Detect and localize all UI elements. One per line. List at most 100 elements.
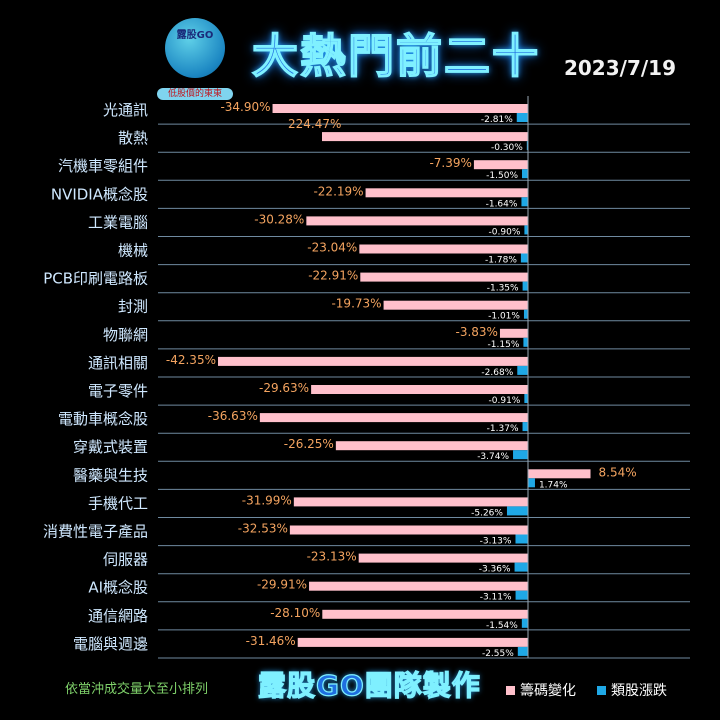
chip-change-label: -3.83%	[456, 325, 498, 339]
chip-change-bar	[358, 553, 528, 563]
sector-change-bar	[522, 422, 528, 432]
sector-change-label: -1.64%	[486, 199, 518, 209]
chip-change-bar	[272, 104, 528, 113]
category-label: 通訊相關	[88, 354, 148, 372]
chip-change-label: -36.63%	[208, 409, 258, 423]
sector-change-label: -3.11%	[480, 593, 512, 603]
chip-change-bar	[289, 525, 528, 535]
sector-change-bar	[522, 169, 528, 179]
logo-badge-icon	[165, 18, 225, 78]
category-label: AI概念股	[88, 579, 148, 597]
category-label: NVIDIA概念股	[51, 185, 148, 203]
sector-change-bar	[526, 141, 528, 151]
sector-change-bar	[515, 590, 528, 600]
sector-change-bar	[515, 534, 528, 544]
sector-change-bar	[521, 618, 528, 628]
chip-change-bar	[360, 272, 528, 282]
sector-change-label: 1.74%	[539, 480, 568, 490]
chip-change-label: -19.73%	[331, 297, 381, 311]
sector-change-label: -1.37%	[487, 424, 519, 434]
sector-change-label: -5.26%	[471, 508, 503, 518]
sector-change-bar	[528, 478, 535, 488]
chip-change-bar	[217, 356, 529, 366]
category-label: 汽機車零組件	[58, 157, 148, 175]
sector-change-label: -0.91%	[489, 396, 521, 406]
sector-change-label: -1.35%	[487, 284, 519, 294]
category-label: 電腦與週邊	[73, 635, 148, 653]
category-label: 手機代工	[88, 494, 148, 512]
chip-change-label: -28.10%	[270, 606, 320, 620]
chip-change-label: -23.13%	[307, 550, 357, 564]
category-label: 光通訊	[103, 101, 148, 119]
sector-change-bar	[524, 225, 528, 235]
category-label: 物聯網	[103, 326, 148, 344]
chip-change-bar	[306, 216, 528, 226]
sector-change-label: -2.55%	[482, 649, 514, 659]
sector-change-bar	[513, 450, 528, 460]
chip-change-bar	[311, 385, 528, 394]
category-label: 散熱	[118, 129, 148, 147]
chip-change-bar	[365, 188, 528, 198]
chip-change-label: 8.54%	[599, 465, 637, 479]
footer-brand: 露股GO團隊製作	[257, 668, 481, 702]
chip-change-label: -29.63%	[259, 381, 309, 395]
sector-change-bar	[524, 394, 528, 403]
sector-change-bar	[517, 646, 528, 656]
sector-change-bar	[523, 337, 528, 347]
sector-change-bar	[506, 506, 528, 516]
chip-change-label: -7.39%	[429, 156, 471, 170]
chip-change-bar	[322, 132, 528, 142]
legend-chip-change: 籌碼變化	[506, 680, 576, 700]
category-label: 穿戴式裝置	[73, 438, 148, 456]
brand-logo: 露股GO 低股價的東東	[157, 18, 233, 100]
sector-change-bar	[522, 281, 528, 291]
report-date: 2023/7/19	[563, 56, 676, 80]
category-label: 通信網路	[88, 607, 148, 625]
category-label: 封測	[118, 298, 148, 316]
chip-change-bar	[473, 160, 528, 170]
sector-change-bar	[520, 253, 528, 263]
category-label: 伺服器	[103, 551, 148, 569]
category-label: 消費性電子產品	[43, 523, 148, 541]
category-label: 電子零件	[88, 382, 148, 400]
chip-change-label: -31.46%	[246, 634, 296, 648]
page-title: 大熱門前二十	[251, 28, 540, 84]
category-label: 電動車概念股	[58, 410, 148, 428]
sector-change-label: -0.30%	[491, 143, 523, 153]
chip-change-bar	[309, 581, 528, 591]
sector-change-label: -3.74%	[477, 452, 509, 462]
chip-change-bar	[499, 328, 528, 338]
category-label: 機械	[118, 242, 148, 260]
chip-change-bar	[293, 497, 528, 507]
chip-change-bar	[359, 244, 528, 254]
sector-change-label: -3.13%	[480, 537, 512, 547]
sector-change-label: -1.01%	[488, 312, 520, 322]
legend-sector-label: 類股漲跌	[611, 683, 667, 699]
chip-change-label: 224.47%	[288, 117, 341, 131]
logo-name: 露股GO	[176, 30, 214, 41]
chip-change-label: -30.28%	[254, 212, 304, 226]
sector-change-label: -1.54%	[486, 621, 518, 631]
sector-change-label: -2.68%	[481, 368, 513, 378]
sector-change-label: -1.15%	[488, 340, 520, 350]
sector-change-bar	[516, 113, 528, 122]
sector-change-label: -1.50%	[486, 171, 518, 181]
chip-change-bar	[322, 609, 528, 619]
chip-change-label: -22.91%	[308, 269, 358, 283]
chip-change-bar	[259, 413, 528, 423]
sector-change-bar	[517, 365, 528, 375]
sort-note: 依當沖成交量大至小排列	[65, 682, 209, 697]
chip-change-label: -31.99%	[242, 493, 292, 507]
sector-change-label: -1.78%	[485, 256, 517, 266]
chip-change-label: -32.53%	[238, 522, 288, 536]
chip-change-bar	[335, 441, 528, 451]
chip-change-label: -42.35%	[166, 353, 216, 367]
sector-change-bar	[521, 197, 528, 207]
chip-change-label: -23.04%	[307, 241, 357, 255]
sector-change-bar	[514, 562, 528, 572]
sector-change-label: -0.90%	[489, 227, 521, 237]
sector-change-label: -3.36%	[479, 565, 511, 575]
chip-change-bar	[383, 300, 528, 310]
chip-change-bar	[297, 637, 528, 647]
